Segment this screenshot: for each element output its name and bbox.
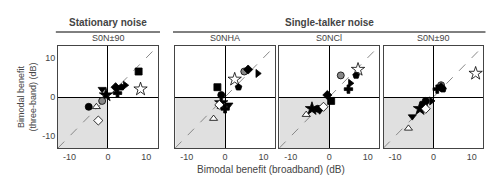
svg-text:Stationary noise: Stationary noise [69,17,147,28]
svg-text:-10: -10 [389,152,402,162]
svg-text:0: 0 [105,152,110,162]
svg-text:S0NCl: S0NCl [316,33,342,43]
svg-text:S0NHA: S0NHA [210,33,240,43]
svg-text:10: 10 [141,152,151,162]
svg-text:Single-talker noise: Single-talker noise [285,17,374,28]
svg-text:-10: -10 [284,152,297,162]
svg-text:10: 10 [363,152,373,162]
svg-text:10: 10 [258,152,268,162]
svg-text:10: 10 [467,152,477,162]
svg-text:Bimodal benefit (broadband) (d: Bimodal benefit (broadband) (dB) [197,164,345,175]
svg-text:S0N±90: S0N±90 [92,33,124,43]
svg-text:0: 0 [223,152,228,162]
svg-text:0: 0 [431,152,436,162]
svg-text:-10: -10 [42,131,55,141]
svg-text:0: 0 [327,152,332,162]
svg-text:-10: -10 [63,152,76,162]
svg-text:-10: -10 [180,152,193,162]
svg-text:10: 10 [45,53,55,63]
svg-text:S0N±90: S0N±90 [417,33,449,43]
svg-text:Bimodal benefit(three-band) (d: Bimodal benefit(three-band) (dB) [16,62,38,131]
svg-text:0: 0 [50,92,55,102]
